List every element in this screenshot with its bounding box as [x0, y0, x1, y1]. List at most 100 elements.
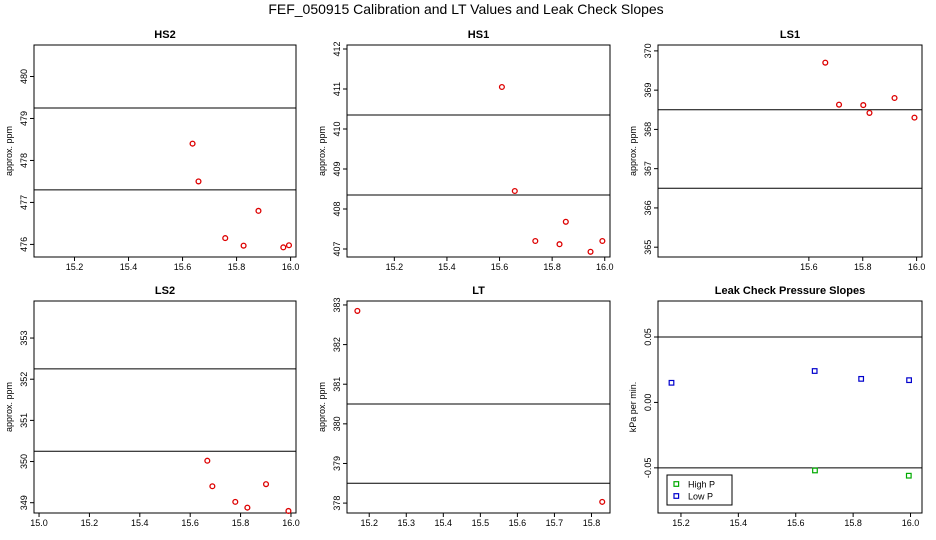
figure-title: FEF_050915 Calibration and LT Values and…: [268, 1, 663, 17]
data-point: [209, 483, 216, 490]
plot-frame: [346, 300, 611, 514]
y-tick-label: 0.05: [643, 328, 653, 346]
y-tick-label: 411: [332, 82, 342, 96]
legend: High P Low P: [666, 474, 733, 506]
panel-title: HS2: [154, 29, 175, 41]
y-tick-label: 381: [332, 377, 342, 392]
data-point: [911, 114, 918, 121]
x-tick-label: 15.8: [228, 262, 246, 272]
data-point: [906, 377, 912, 384]
data-point: [285, 507, 292, 514]
x-tick-label: 15.3: [398, 518, 416, 528]
y-tick-label: 368: [643, 122, 653, 137]
y-axis-label: approx. ppm: [317, 126, 327, 176]
panel-title: LS1: [780, 29, 800, 41]
y-tick-label: 479: [19, 111, 29, 126]
y-tick-label: -0.05: [643, 458, 653, 479]
x-tick-label: 15.6: [800, 262, 818, 272]
data-point: [240, 242, 247, 249]
x-tick-label: 16.0: [908, 262, 926, 272]
panel-title: LT: [472, 285, 485, 297]
y-tick-label: 349: [19, 495, 29, 510]
panel-title: Leak Check Pressure Slopes: [715, 285, 865, 297]
y-tick-label: 378: [332, 496, 342, 511]
x-tick-label: 15.8: [583, 518, 601, 528]
y-tick-label: 351: [19, 413, 29, 428]
legend-label: High P: [688, 480, 715, 490]
panel-leak-check-pressure-slopes: Leak Check Pressure Slopes 15.2 15.4 15.6 15…: [628, 285, 923, 528]
legend-box: [666, 474, 733, 506]
data-point: [587, 248, 594, 255]
y-tick-label: 366: [643, 200, 653, 215]
x-tick-label: 15.4: [120, 262, 138, 272]
y-axis-label: approx. ppm: [317, 382, 327, 432]
legend-label: Low P: [688, 492, 713, 502]
plot-frame: [657, 44, 923, 258]
data-point: [262, 481, 270, 488]
data-point: [244, 504, 251, 511]
data-point: [498, 83, 505, 91]
x-tick-label: 15.0: [30, 518, 48, 528]
data-point: [556, 241, 563, 248]
data-point: [204, 457, 211, 464]
y-tick-label: 367: [643, 161, 653, 176]
x-tick-label: 15.5: [472, 518, 490, 528]
data-point: [866, 109, 873, 116]
y-tick-label: 380: [332, 416, 342, 431]
y-tick-label: 412: [332, 41, 342, 56]
data-point: [354, 307, 361, 314]
y-tick-label: 365: [643, 240, 653, 255]
panel-title: LS2: [155, 285, 175, 297]
data-point: [858, 375, 865, 382]
y-axis-label: approx. ppm: [4, 382, 14, 432]
plot-frame: [346, 44, 611, 258]
x-tick-label: 15.8: [543, 262, 561, 272]
x-tick-label: 15.7: [546, 518, 564, 528]
x-tick-label: 16.0: [282, 262, 300, 272]
x-tick-label: 16.0: [902, 518, 920, 528]
data-point: [232, 498, 239, 505]
x-tick-label: 15.4: [730, 518, 748, 528]
x-tick-label: 15.2: [386, 262, 404, 272]
x-tick-label: 16.0: [596, 262, 614, 272]
x-tick-label: 15.4: [438, 262, 456, 272]
data-point: [860, 102, 867, 109]
plot-frame: [657, 300, 923, 514]
x-tick-label: 15.2: [66, 262, 84, 272]
panel-ls1: LS1 15.6 15.8 16.0 365 366 367 368 369 370 approx.…: [628, 29, 925, 272]
data-point: [532, 237, 539, 245]
x-tick-label: 15.4: [435, 518, 453, 528]
data-point: [285, 242, 293, 249]
y-tick-label: 0.00: [643, 394, 653, 412]
plot-frame: [33, 300, 297, 514]
y-tick-label: 478: [19, 153, 29, 168]
panel-hs2: HS2 15.2 15.4 15.6 15.8 16.0 476 477 478 479 480 ap…: [4, 29, 299, 272]
plot-frame: [33, 44, 297, 258]
data-point: [280, 244, 287, 251]
y-tick-label: 410: [332, 121, 342, 136]
panel-title: HS1: [468, 29, 489, 41]
x-tick-label: 15.8: [844, 518, 862, 528]
data-point: [189, 140, 196, 147]
x-tick-label: 15.2: [81, 518, 99, 528]
x-tick-label: 15.8: [232, 518, 250, 528]
data-point: [599, 237, 606, 245]
x-tick-label: 15.6: [509, 518, 527, 528]
y-axis-label: approx. ppm: [4, 126, 14, 176]
y-tick-label: 350: [19, 454, 29, 469]
data-point: [222, 235, 229, 242]
x-tick-label: 15.4: [131, 518, 149, 528]
x-tick-label: 15.2: [360, 518, 378, 528]
y-tick-label: 477: [19, 195, 29, 210]
data-point: [905, 472, 912, 479]
y-tick-label: 382: [332, 337, 342, 352]
y-tick-label: 476: [19, 237, 29, 252]
panel-ls2: LS2 15.0 15.2 15.4 15.6 15.8 16.0 349 350 351 352 3…: [4, 285, 300, 528]
y-tick-label: 407: [332, 241, 342, 256]
data-point: [835, 101, 843, 108]
legend-marker: [673, 481, 680, 487]
y-tick-label: 383: [332, 297, 342, 312]
y-tick-label: 379: [332, 456, 342, 471]
data-point: [599, 498, 606, 505]
data-point: [511, 187, 518, 195]
